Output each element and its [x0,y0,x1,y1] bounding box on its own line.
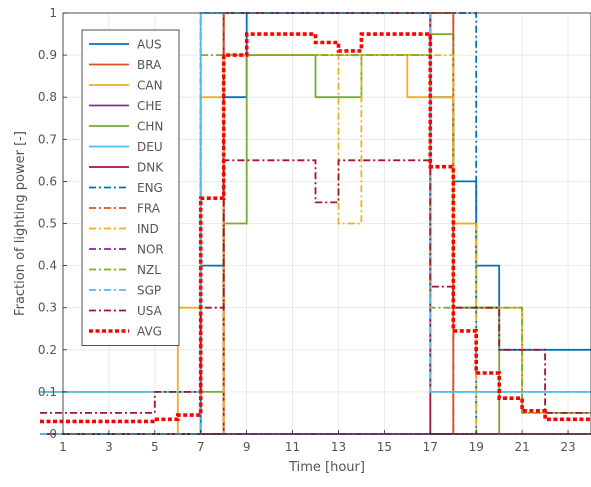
legend-label-can: CAN [137,79,163,93]
y-tick-label: 0.9 [38,48,57,62]
y-tick-label: 0.6 [38,174,57,188]
legend-label-eng: ENG [137,181,163,195]
x-tick-label: 1 [59,440,67,454]
y-tick-label: 0.1 [38,385,57,399]
x-tick-label: 3 [105,440,113,454]
y-tick-label: 0.5 [38,217,57,231]
legend-label-fra: FRA [137,202,161,216]
x-axis-label: Time [hour] [288,460,365,475]
x-tick-label: 15 [377,440,392,454]
y-tick-label: 0.8 [38,90,57,104]
legend-label-sgp: SGP [137,284,161,298]
x-tick-label: 19 [469,440,484,454]
legend-label-dnk: DNK [137,161,164,175]
y-tick-label: 0 [49,427,57,441]
legend-label-deu: DEU [137,140,163,154]
series-line-usa [40,159,591,414]
legend-label-ind: IND [137,222,159,236]
x-tick-label: 7 [197,440,205,454]
legend-label-nor: NOR [137,243,164,257]
legend-label-usa: USA [137,304,163,318]
y-tick-label: 0.7 [38,132,57,146]
tick-labels: 1 3 5 7 9 11 13 15 17 19 21 2300.10.20.30.40.50.60.… [38,6,576,454]
legend-label-avg: AVG [137,325,162,339]
x-tick-label: 9 [243,440,251,454]
x-tick-label: 5 [151,440,159,454]
legend: AUS BRA CAN CHE CHN DEU DNK ENG FRA IND NOR NZL SGP U… [81,29,180,346]
y-tick-label: 0.3 [38,301,57,315]
legend-label-chn: CHN [137,120,163,134]
legend-box [81,29,180,346]
x-tick-label: 17 [423,440,438,454]
y-tick-label: 0.2 [38,343,57,357]
legend-label-aus: AUS [137,38,162,52]
x-tick-label: 11 [285,440,300,454]
legend-label-che: CHE [137,99,162,113]
y-axis-label: Fraction of lighting power [-] [13,131,28,316]
legend-label-bra: BRA [137,58,162,72]
legend-label-nzl: NZL [137,263,161,277]
x-tick-label: 21 [514,440,529,454]
x-tick-label: 23 [560,440,575,454]
series-line-nzl [40,54,591,435]
series-line-avg [40,32,591,424]
y-tick-label: 1 [49,6,57,20]
y-tick-label: 0.4 [38,259,57,273]
x-tick-label: 13 [331,440,346,454]
